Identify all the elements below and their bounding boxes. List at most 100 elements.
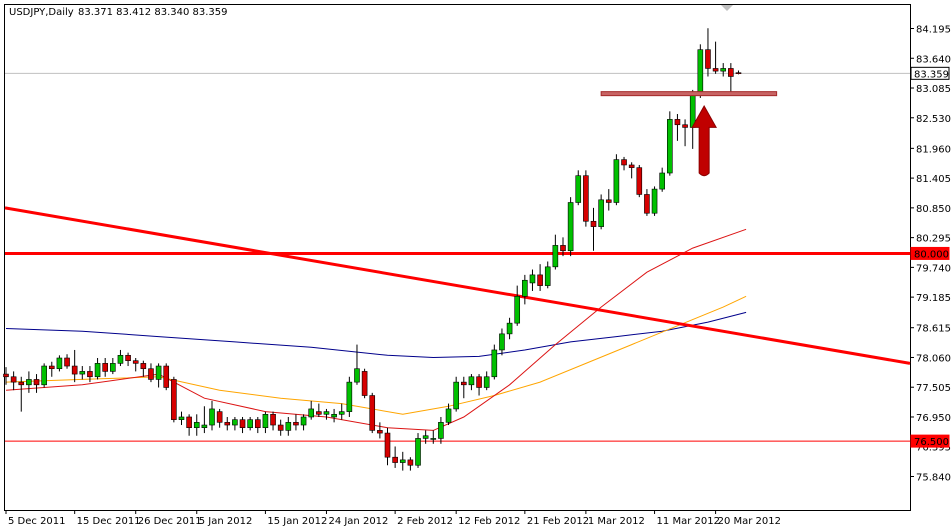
candle [369,392,376,434]
candle-body [110,363,116,372]
candle [499,328,505,356]
candle [583,170,589,227]
candle [682,119,688,147]
candle-body [514,296,521,324]
candle-body [506,322,513,335]
y-axis: 84.195 83.640 83.085 82.530 81.960 81.405 80.8… [910,25,951,484]
candle [697,44,704,98]
candle-body [117,355,124,364]
candle-body [460,381,467,386]
candle [636,164,643,198]
candle [270,411,276,431]
candle [522,274,528,305]
candle-body [605,199,612,203]
candle-body [140,363,147,370]
candle [667,111,673,176]
y-tick-label: 77.505 [916,383,951,394]
candle [476,374,482,396]
candle-body [171,379,177,420]
candle [483,371,490,391]
candle-body [18,381,25,386]
y-tick-label: 79.740 [916,263,951,274]
candle [674,114,681,141]
candle-body [468,376,475,386]
candle-body [575,175,582,203]
candle [354,344,360,385]
candle-body [71,365,78,375]
candle [560,237,566,257]
candle [728,63,734,93]
candle [102,357,108,377]
candle [575,170,582,206]
candle-body [682,124,688,128]
chart-symbol: USDJPY,Daily [9,7,74,18]
level-80-label-bg [910,246,950,260]
candle [392,446,398,468]
candle-body [552,245,559,268]
candle [331,408,337,423]
candle [308,400,315,420]
candle-body [590,220,597,227]
candle [468,374,475,391]
candle-body [583,175,589,222]
candle [285,416,292,436]
descending-trendline [4,206,911,365]
y-tick-label: 80.295 [916,234,951,245]
candle [163,363,170,391]
price-labels: 83.359 80.000 76.500 [910,66,950,448]
candle-body [415,438,421,466]
x-tick-label: 12 Feb 2012 [458,516,520,527]
candle [399,451,406,471]
candle [628,162,635,179]
y-tick-label: 76.950 [916,413,951,424]
candle-body [361,371,368,396]
candle [735,70,742,75]
candle-body [483,376,490,388]
candle [384,427,391,466]
candle-body [430,438,437,440]
candle [3,367,9,385]
candle-body [193,422,200,429]
chart-shift-marker-icon[interactable] [721,5,733,11]
candle-body [48,365,55,370]
candle-body [232,419,238,426]
candle [514,285,521,326]
candle [491,344,498,380]
candle [56,355,63,372]
candle-body [125,355,131,361]
candle-body [712,68,719,72]
candle-body [338,411,345,415]
candle-body [392,456,398,463]
candle-body [186,416,192,429]
candle [613,154,620,206]
candle-body [346,381,353,412]
candle-body [224,422,231,426]
up-arrow-icon [691,104,717,177]
sma-long-line [5,311,747,359]
level-80-label: 80.000 [914,249,949,260]
candle [87,366,93,383]
candle [254,416,261,434]
resistance-zone-marker [600,91,778,97]
candle [438,416,444,444]
candle-body [323,411,330,415]
y-tick-label: 78.615 [916,324,951,335]
y-tick-label: 79.185 [916,293,951,304]
x-tick-label: 21 Feb 2012 [527,516,589,527]
candle-body [163,365,170,388]
candle [361,368,368,399]
candle [506,317,513,340]
candle [621,156,627,171]
candle [300,414,307,431]
x-tick-label: 26 Dec 2011 [138,516,202,527]
candle-body [422,435,429,439]
candle [79,366,86,380]
candle-body [26,379,32,386]
candle-body [438,422,444,439]
candle-body [560,245,566,252]
candle-body [64,357,70,367]
y-tick-label: 83.085 [916,84,951,95]
candle [644,189,650,216]
candle-body [201,424,208,429]
